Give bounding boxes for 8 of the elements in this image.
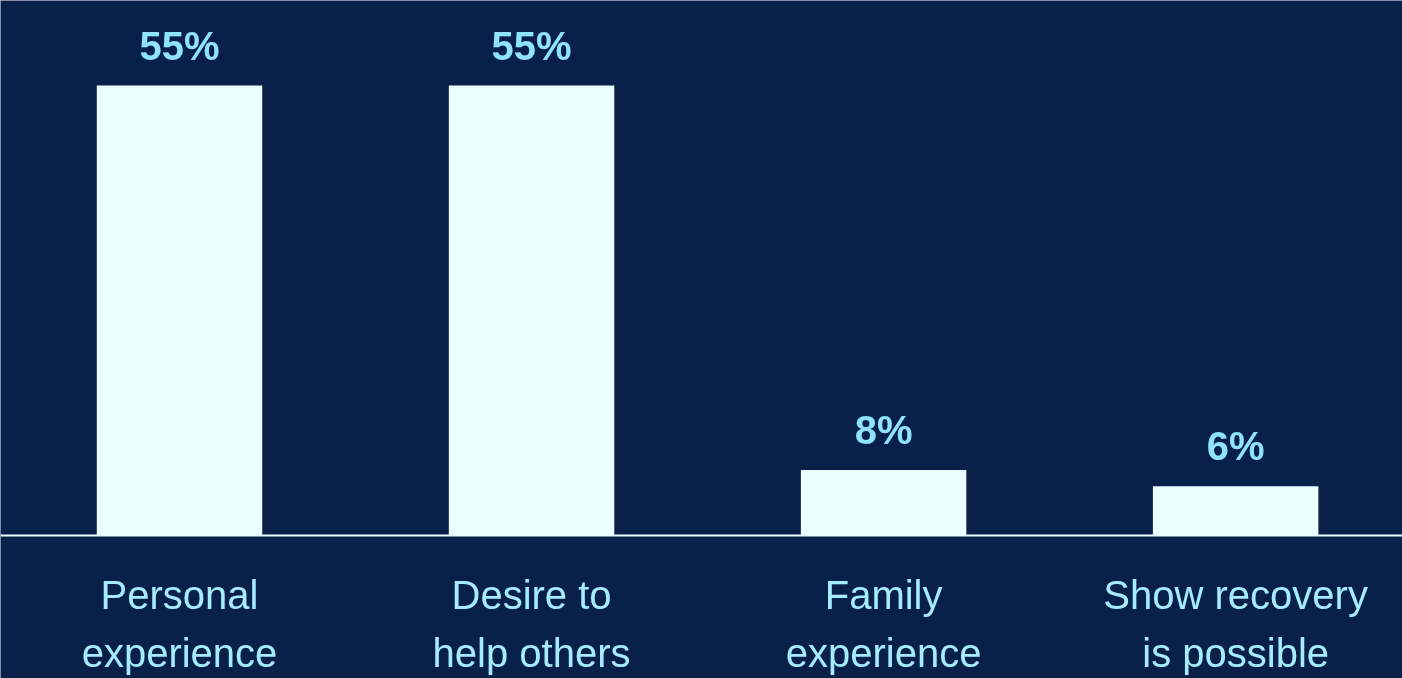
data-label: 55%	[491, 23, 572, 68]
category-label: Family experience	[785, 573, 982, 676]
data-label: 8%	[854, 407, 913, 452]
data-label: 6%	[1206, 424, 1265, 469]
category-label: Personal experience	[81, 573, 278, 676]
category-label: Desire to help others	[432, 573, 631, 676]
data-label: 55%	[139, 23, 220, 68]
category-label: Show recovery is possible	[1103, 573, 1368, 676]
